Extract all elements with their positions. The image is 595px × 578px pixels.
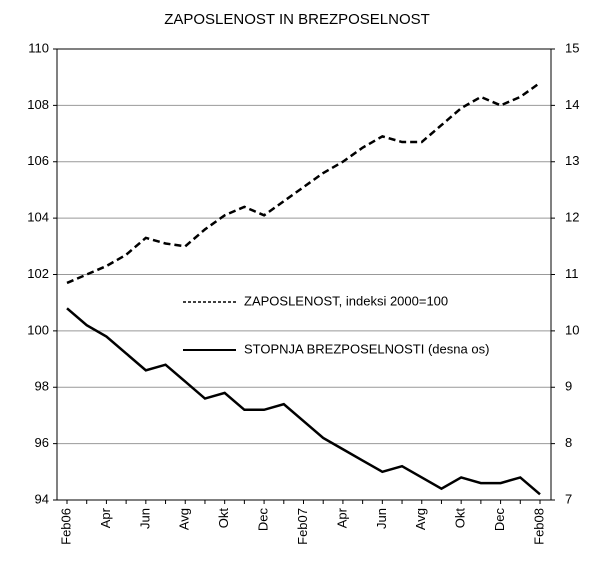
x-tick-label: Avg	[413, 508, 428, 530]
y-tick-label: 100	[27, 322, 49, 337]
y2-tick-label: 9	[565, 379, 572, 394]
x-tick-label: Jun	[374, 508, 389, 529]
y-tick-label: 104	[27, 210, 49, 225]
data-line	[66, 81, 541, 285]
y2-tick-label: 15	[565, 40, 579, 55]
x-tick-label: Apr	[334, 507, 349, 528]
x-tick-label: Feb08	[531, 508, 546, 545]
y2-tick-label: 8	[565, 435, 572, 450]
y-tick-label: 98	[35, 379, 49, 394]
x-tick-label: Okt	[216, 508, 231, 529]
legend-label: ZAPOSLENOST, indeksi 2000=100	[244, 293, 448, 308]
y2-tick-label: 11	[565, 266, 579, 281]
y2-tick-label: 14	[565, 97, 579, 112]
x-tick-label: Apr	[98, 507, 113, 528]
y2-tick-label: 12	[565, 210, 579, 225]
y2-tick-label: 7	[565, 491, 572, 506]
legend-label: STOPNJA BREZPOSELNOSTI (desna os)	[244, 341, 489, 356]
data-line	[66, 307, 541, 496]
y-tick-label: 108	[27, 97, 49, 112]
x-tick-label: Okt	[453, 508, 468, 529]
x-tick-label: Avg	[177, 508, 192, 530]
y-tick-label: 94	[35, 491, 49, 506]
x-tick-label: Jun	[137, 508, 152, 529]
x-tick-label: Dec	[492, 508, 507, 532]
y-tick-label: 96	[35, 435, 49, 450]
y-tick-label: 106	[27, 153, 49, 168]
x-tick-label: Feb06	[58, 508, 73, 545]
y2-tick-label: 13	[565, 153, 579, 168]
y-tick-label: 102	[27, 266, 49, 281]
chart-title: ZAPOSLENOST IN BREZPOSELNOST	[164, 11, 430, 28]
x-tick-label: Dec	[256, 508, 271, 532]
y2-tick-label: 10	[565, 322, 579, 337]
x-tick-label: Feb07	[295, 508, 310, 545]
y-tick-label: 110	[28, 40, 49, 55]
